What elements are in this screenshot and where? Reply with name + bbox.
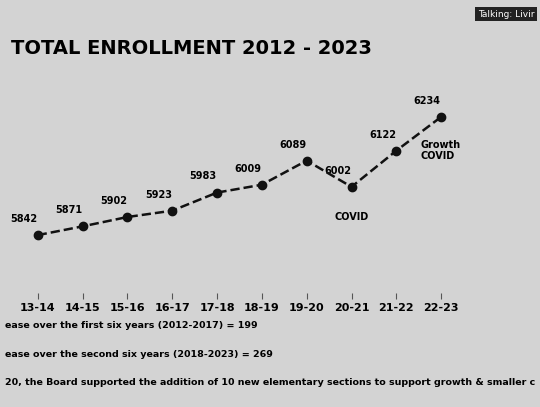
Text: ease over the second six years (2018-2023) = 269: ease over the second six years (2018-202… — [5, 350, 273, 359]
Text: 5902: 5902 — [100, 196, 127, 206]
Text: Growth
COVID: Growth COVID — [421, 140, 461, 162]
Text: Talking: Livir: Talking: Livir — [478, 10, 535, 19]
Text: 5923: 5923 — [145, 190, 172, 199]
Text: COVID: COVID — [334, 212, 369, 222]
Text: 6002: 6002 — [324, 166, 351, 176]
Text: 6122: 6122 — [369, 129, 396, 140]
Text: 5983: 5983 — [190, 171, 217, 182]
Text: 5842: 5842 — [10, 214, 37, 224]
Text: 6009: 6009 — [234, 164, 261, 174]
Text: 6234: 6234 — [414, 96, 441, 106]
Text: 20, the Board supported the addition of 10 new elementary sections to support gr: 20, the Board supported the addition of … — [5, 379, 536, 387]
Text: ease over the first six years (2012-2017) = 199: ease over the first six years (2012-2017… — [5, 321, 258, 330]
Text: 5871: 5871 — [55, 205, 82, 215]
Text: 6089: 6089 — [279, 140, 306, 149]
Text: TOTAL ENROLLMENT 2012 - 2023: TOTAL ENROLLMENT 2012 - 2023 — [11, 39, 372, 58]
